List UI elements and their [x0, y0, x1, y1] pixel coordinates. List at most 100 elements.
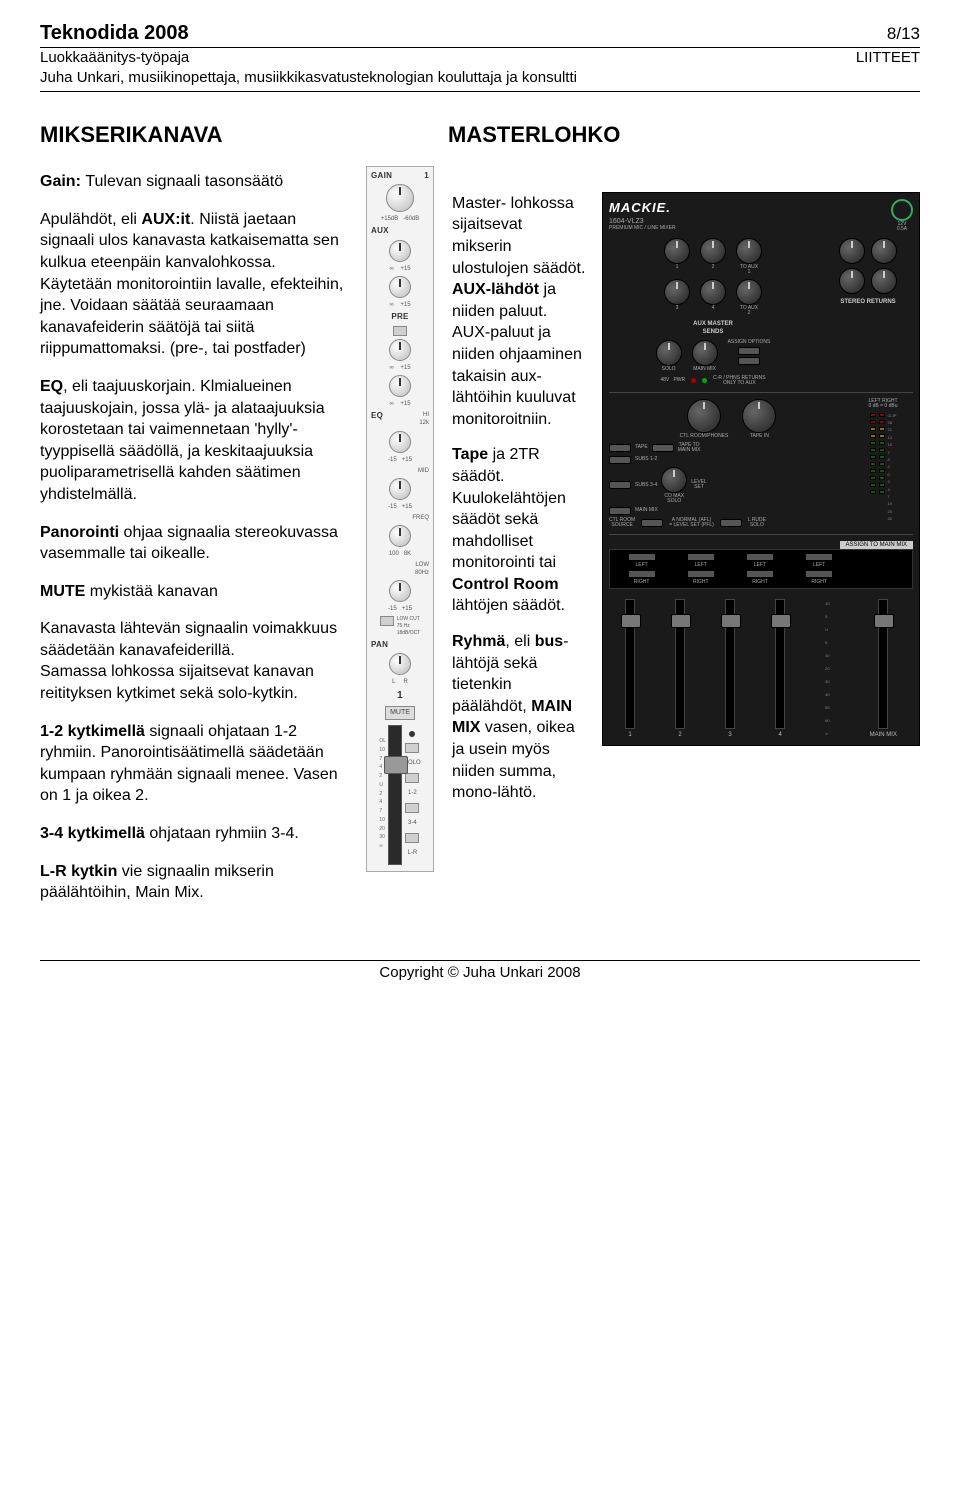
assign-1-2: [738, 347, 760, 355]
mm20: 20: [888, 509, 897, 514]
fader-1: [625, 599, 635, 729]
page-header: Teknodida 2008 8/13 Luokkaäänitys-työpaj…: [40, 20, 920, 92]
fsm50: 50: [825, 705, 829, 710]
src-subs12: [609, 456, 631, 464]
src-subs34: [609, 481, 631, 489]
assign-opts-lb: ASSIGN OPTIONS: [728, 340, 771, 345]
m7: 7: [888, 450, 897, 455]
b34: 3-4 kytkimellä: [40, 825, 145, 842]
fsm5: 5: [825, 640, 829, 645]
meter-right: [879, 413, 885, 494]
mid-p1-b1: AUX-lähdöt: [452, 281, 539, 298]
scale-inf: ∞: [379, 843, 386, 850]
scale-ol: OL: [379, 738, 386, 745]
mid-column: MASTERLOHKO Master- lohkossa sijaitsevat…: [452, 120, 586, 920]
tape-to-main: [652, 444, 674, 452]
lowcut-switch: [380, 616, 394, 626]
right-column: MACKIE. 1604-VLZ3 PREMIUM MIC / LINE MIX…: [602, 120, 922, 920]
assign-left-4: [805, 553, 833, 561]
mid-p2-m2: lähtöjen säädöt.: [452, 597, 565, 614]
mid-p3-m1: , eli: [505, 633, 534, 650]
src-tape: [609, 444, 631, 452]
ctlroom-knob: [687, 399, 721, 433]
aux3-range: ∞ +15: [389, 364, 410, 372]
eq-hi-knob: [389, 431, 411, 453]
gain-knob: [386, 184, 414, 212]
scale-m7: 7: [379, 808, 386, 815]
master-panel: MACKIE. 1604-VLZ3 PREMIUM MIC / LINE MIX…: [602, 192, 920, 746]
ctlroom-lb: CTL ROOM/PHONES: [680, 434, 729, 439]
mute-rest: mykistää kanavan: [85, 583, 218, 600]
ch-number: 1: [424, 171, 429, 182]
mainmix2-lb: MAIN MIX: [635, 508, 658, 513]
lr-meter-lb: LEFT RIGHT 0 dB = 0 dBu: [868, 399, 897, 409]
assign-3-4: [738, 357, 760, 365]
eq-mid-knob: [389, 478, 411, 500]
channel-strip: GAIN 1 +15dB -60dB AUX ∞ +15 ∞ +15 PRE ∞…: [366, 166, 434, 872]
mode-b-btn: [720, 519, 742, 527]
al1: LEFT: [635, 563, 647, 568]
aux1-range: ∞ +15: [389, 265, 410, 273]
page-number: 8/13: [887, 23, 920, 46]
subs12-lb: SUBS 1-2: [635, 457, 657, 462]
mid-p1-mid: ja niiden paluut. AUX-paluut ja niiden o…: [452, 281, 582, 428]
fader-2: [675, 599, 685, 729]
fl3: 3: [728, 731, 731, 739]
al3: LEFT: [754, 563, 766, 568]
fader-4: [775, 599, 785, 729]
aux-pre: Apulähdöt, eli: [40, 211, 141, 228]
channel-fader: [388, 725, 402, 865]
mid-title: MASTERLOHKO: [448, 120, 586, 150]
model-sub: PREMIUM MIC / LINE MIXER: [609, 226, 676, 231]
levelset-lb: LEVEL SET: [691, 480, 707, 490]
pwr48: 48V PWR: [660, 378, 685, 383]
brand-block: MACKIE. 1604-VLZ3 PREMIUM MIC / LINE MIX…: [609, 199, 676, 231]
send3-knob: [664, 279, 690, 305]
al2: LEFT: [695, 563, 707, 568]
author-line: Juha Unkari, musiikinopettaja, musiikkik…: [40, 68, 920, 88]
send2-knob: [700, 238, 726, 264]
meter-left: [870, 413, 876, 494]
fsm60: 60: [825, 718, 829, 723]
r34-label: 3-4: [408, 819, 417, 827]
send1-lb: 1: [676, 265, 679, 270]
ar3: RIGHT: [752, 580, 768, 585]
fl2: 2: [678, 731, 681, 739]
m21: 21: [888, 427, 897, 432]
power-indicator: [891, 199, 913, 221]
mid-p3-b2: bus: [535, 633, 563, 650]
aux1-knob: [389, 240, 411, 262]
aux-label: AUX: [371, 226, 389, 237]
fs5: 5: [825, 614, 829, 619]
scale-m2: 2: [379, 791, 386, 798]
mm7: 7: [888, 494, 897, 499]
eq-mid-range: -15 +15: [388, 503, 412, 511]
tapein-knob: [742, 399, 776, 433]
fl1: 1: [628, 731, 631, 739]
main-content: MIKSERIKANAVA Gain: Tulevan signaali tas…: [40, 120, 920, 920]
assign-left-3: [746, 553, 774, 561]
brand-name: MACKIE.: [609, 199, 676, 217]
fl4: 4: [778, 731, 781, 739]
route-34-switch: [405, 803, 419, 813]
para-mute: MUTE mykistää kanavan: [40, 581, 350, 603]
left-title: MIKSERIKANAVA: [40, 120, 350, 150]
al4: LEFT: [813, 563, 825, 568]
doc-title: Teknodida 2008: [40, 20, 189, 47]
solo-switch: [405, 743, 419, 753]
scale-m4: 4: [379, 799, 386, 806]
mid-p3-b1: Ryhmä: [452, 633, 505, 650]
ret2-knob: [736, 279, 762, 305]
aux-rest: . Niistä jaetaan signaali ulos kanavasta…: [40, 211, 343, 358]
freq-label: FREQ: [412, 514, 429, 522]
para-gain: Gain: Tulevan signaali tasonsäätö: [40, 171, 350, 193]
fs10: 10: [825, 601, 829, 606]
crphns-lb: C-R / PHNS RETURNS ONLY TO AUX: [713, 376, 766, 386]
r34: ohjataan ryhmiin 3-4.: [145, 825, 299, 842]
aux2-range: ∞ +15: [389, 301, 410, 309]
aux4-knob: [389, 375, 411, 397]
mid-p1-pre: Master- lohkossa sijaitsevat mikserin ul…: [452, 195, 585, 277]
subtitle-right: LIITTEET: [856, 48, 920, 68]
assign-right-4: [805, 570, 833, 578]
fsm30: 30: [825, 679, 829, 684]
